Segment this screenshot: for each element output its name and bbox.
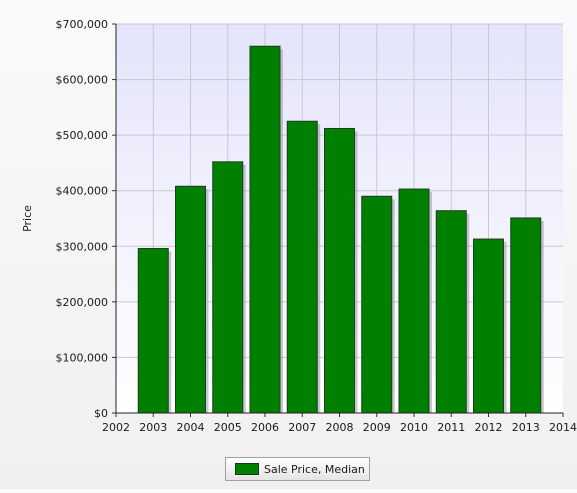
legend-label: Sale Price, Median	[264, 462, 365, 476]
bar	[473, 238, 504, 414]
y-tick-label: $100,000	[56, 351, 109, 364]
bar	[398, 188, 430, 414]
bar	[137, 248, 169, 414]
bar	[175, 185, 206, 414]
x-tick-label: 2011	[437, 421, 465, 434]
legend-swatch	[235, 463, 259, 475]
bar	[435, 210, 467, 414]
x-tick-label: 2008	[326, 421, 354, 434]
y-tick-label: $600,000	[56, 74, 109, 87]
bar	[249, 45, 281, 414]
x-tick-label: 2006	[251, 421, 279, 434]
x-tick-label: 2013	[512, 421, 540, 434]
y-axis-title: Price	[21, 205, 34, 232]
x-tick-label: 2007	[288, 421, 316, 434]
x-tick-label: 2009	[363, 421, 391, 434]
bar	[510, 217, 542, 414]
x-tick-label: 2003	[139, 421, 167, 434]
chart-legend: Sale Price, Median	[225, 457, 370, 481]
x-tick-label: 2002	[102, 421, 130, 434]
bar	[286, 120, 318, 414]
bar	[212, 161, 244, 414]
y-tick-label: $0	[94, 407, 108, 420]
y-tick-label: $300,000	[56, 240, 109, 253]
y-tick-label: $700,000	[56, 18, 109, 31]
x-tick-label: 2004	[177, 421, 205, 434]
x-tick-label: 2005	[214, 421, 242, 434]
y-tick-label: $400,000	[56, 185, 109, 198]
bar	[324, 127, 355, 414]
bar	[361, 195, 393, 414]
x-tick-label: 2010	[400, 421, 428, 434]
y-tick-label: $500,000	[56, 129, 109, 142]
x-tick-label: 2014	[549, 421, 577, 434]
y-tick-label: $200,000	[56, 296, 109, 309]
x-tick-label: 2012	[475, 421, 503, 434]
